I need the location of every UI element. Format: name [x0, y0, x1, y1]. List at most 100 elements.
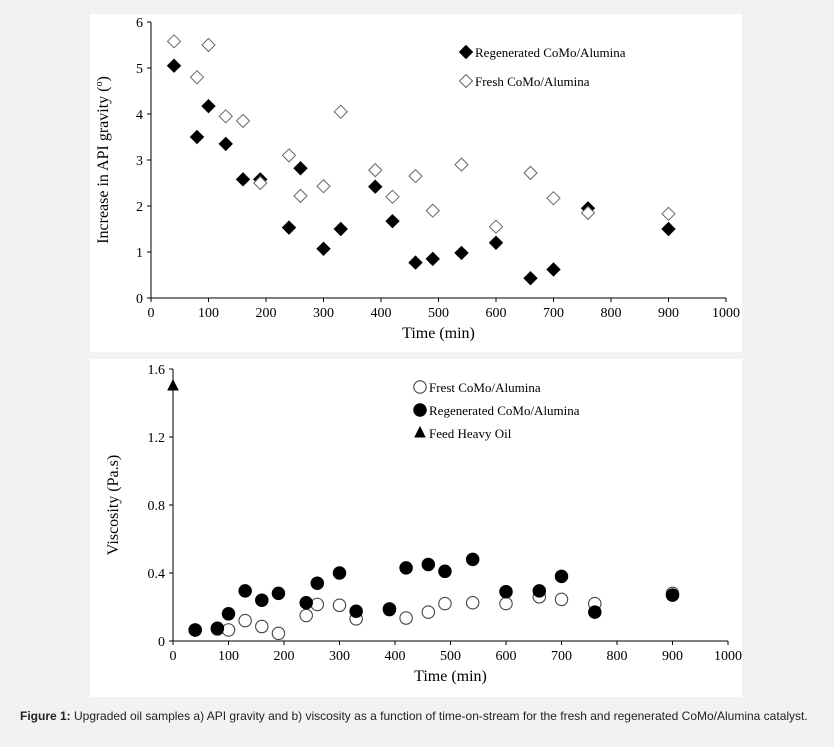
- api-gravity-chart-panel: 0 100 200 300 400 500 600 700 800 900 1000 0 1 2 3 4 5 6 T…: [90, 14, 742, 352]
- api-y-axis-title: Increase in API gravity (o): [94, 76, 112, 244]
- visc-data-point: [238, 613, 252, 628]
- api-y-tick-label: 0: [136, 292, 143, 307]
- api-y-tick-label: 3: [136, 154, 143, 169]
- visc-data-point: [238, 584, 252, 598]
- visc-data-point: [167, 378, 179, 391]
- api-x-tick-label: 1000: [712, 306, 740, 321]
- api-data-point: [454, 157, 469, 172]
- visc-x-tick-label: 600: [496, 649, 517, 664]
- api-data-point: [201, 37, 216, 53]
- visc-legend-marker: [413, 380, 427, 394]
- visc-data-point: [332, 566, 347, 580]
- api-data-point: [293, 161, 308, 176]
- visc-data-point: [465, 596, 480, 610]
- caption-label: Figure 1:: [20, 709, 71, 723]
- api-data-point: [293, 188, 308, 204]
- visc-data-point: [221, 607, 236, 621]
- visc-legend-label: Feed Heavy Oil: [429, 426, 512, 441]
- viscosity-chart-panel: 0 100 200 300 400 500 600 700 800 900 1000 0 0.4 0.8 1…: [90, 359, 742, 697]
- visc-legend-marker: [413, 403, 427, 417]
- visc-y-tick-label: 0.4: [148, 567, 166, 582]
- visc-data-point: [399, 611, 413, 625]
- api-data-point: [546, 190, 561, 206]
- api-x-tick-label: 900: [658, 306, 679, 321]
- visc-data-point: [332, 598, 347, 613]
- visc-y-tick-label: 1.6: [148, 363, 166, 378]
- visc-data-point: [255, 619, 269, 634]
- visc-y-tick-label: 0: [158, 635, 165, 650]
- visc-data-point: [210, 621, 225, 635]
- visc-data-point: [421, 557, 436, 572]
- api-data-point: [281, 220, 297, 235]
- visc-series-frest-como-alumina: [188, 586, 680, 641]
- api-data-point: [166, 58, 182, 73]
- api-data-point: [333, 104, 348, 119]
- api-data-point: [218, 109, 233, 124]
- api-legend-label: Fresh CoMo/Alumina: [475, 74, 590, 89]
- api-data-point: [235, 113, 251, 129]
- api-x-tick-label: 700: [543, 306, 564, 321]
- visc-x-tick-label: 500: [440, 649, 461, 664]
- api-x-tick-label: 500: [428, 306, 449, 321]
- api-data-point: [368, 179, 383, 194]
- visc-data-point: [310, 576, 325, 590]
- api-x-tick-label: 600: [486, 306, 507, 321]
- visc-data-point: [255, 593, 269, 607]
- api-data-point: [488, 235, 504, 251]
- api-legend-marker: [458, 44, 474, 60]
- api-data-point: [316, 241, 331, 256]
- visc-data-point: [188, 623, 202, 637]
- api-y-tick-label: 6: [136, 16, 143, 31]
- api-y-tick-label: 5: [136, 62, 143, 77]
- visc-x-tick-label: 300: [329, 649, 350, 664]
- visc-data-point: [299, 608, 313, 623]
- api-x-tick-label: 400: [371, 306, 392, 321]
- visc-y-axis-title: Viscosity (Pa.s): [105, 455, 122, 555]
- api-data-point: [408, 168, 423, 184]
- visc-data-point: [438, 564, 452, 579]
- visc-series-regenerated-como-alumina: [188, 552, 680, 637]
- visc-data-point: [299, 596, 313, 610]
- api-x-tick-label: 800: [601, 306, 622, 321]
- api-data-point: [201, 98, 216, 114]
- viscosity-chart: 0 100 200 300 400 500 600 700 800 900 1000 0 0.4 0.8 1…: [105, 363, 742, 685]
- visc-data-point: [499, 596, 513, 611]
- visc-data-point: [588, 605, 602, 619]
- api-legend-marker: [458, 73, 474, 89]
- api-data-point: [385, 213, 400, 229]
- api-data-point: [385, 189, 400, 205]
- api-data-point: [454, 245, 469, 261]
- api-data-point: [253, 175, 268, 191]
- api-data-point: [218, 136, 233, 152]
- api-data-point: [235, 172, 251, 187]
- visc-data-point: [382, 602, 397, 617]
- visc-data-point: [399, 561, 413, 575]
- visc-data-point: [310, 597, 325, 612]
- visc-data-point: [221, 623, 236, 637]
- api-data-point: [189, 69, 205, 85]
- visc-x-tick-label: 1000: [714, 649, 742, 664]
- visc-x-tick-label: 900: [662, 649, 683, 664]
- api-data-point: [546, 262, 561, 277]
- visc-data-point: [499, 584, 513, 599]
- visc-data-point: [532, 584, 547, 598]
- api-data-point: [425, 251, 440, 267]
- api-data-point: [189, 129, 205, 145]
- visc-x-tick-label: 100: [218, 649, 239, 664]
- api-data-point: [580, 205, 596, 221]
- api-data-point: [661, 221, 676, 237]
- api-data-point: [333, 221, 348, 237]
- api-series-regenerated-como-alumina: [166, 58, 676, 286]
- visc-legend-label: Frest CoMo/Alumina: [429, 380, 541, 395]
- api-y-tick-label: 2: [136, 200, 143, 215]
- visc-x-tick-label: 800: [607, 649, 628, 664]
- visc-x-tick-label: 700: [551, 649, 572, 664]
- api-legend-label: Regenerated CoMo/Alumina: [475, 45, 626, 60]
- visc-x-tick-label: 200: [274, 649, 295, 664]
- api-data-point: [281, 148, 297, 163]
- api-data-point: [316, 179, 331, 194]
- visc-data-point: [465, 552, 480, 567]
- api-x-tick-label: 200: [256, 306, 277, 321]
- visc-legend-label: Regenerated CoMo/Alumina: [429, 403, 580, 418]
- api-x-axis-title: Time (min): [402, 325, 475, 342]
